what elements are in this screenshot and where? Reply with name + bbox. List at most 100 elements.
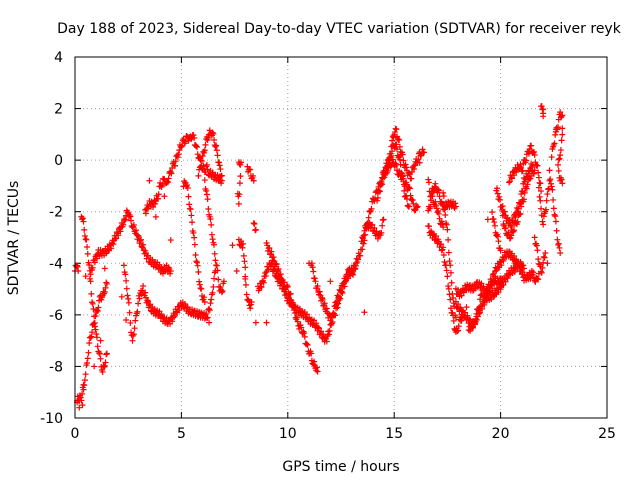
data-point (186, 201, 193, 208)
data-point (440, 189, 447, 196)
data-point (447, 305, 454, 312)
data-point (445, 249, 452, 256)
data-point (194, 144, 201, 151)
data-point (242, 264, 249, 271)
data-point (123, 317, 130, 324)
data-point (374, 197, 381, 204)
data-point (548, 154, 555, 161)
data-point (538, 269, 545, 276)
data-point (113, 235, 120, 242)
data-point (389, 156, 396, 163)
data-point (547, 176, 554, 183)
data-point (125, 295, 132, 302)
data-point (191, 241, 198, 248)
data-point (203, 315, 210, 322)
data-point (491, 222, 498, 229)
data-point (530, 269, 537, 276)
y-ticks: -10 -8 -6 -4 -2 0 2 4 (40, 50, 607, 427)
data-point (344, 273, 351, 280)
data-point (301, 329, 308, 336)
data-point (364, 219, 371, 226)
data-point (243, 291, 250, 298)
data-point (490, 216, 497, 223)
data-point (547, 180, 554, 187)
data-point (512, 214, 519, 221)
data-point (479, 305, 486, 312)
data-point (523, 157, 530, 164)
data-point (86, 340, 93, 347)
data-point (501, 208, 508, 215)
data-point (498, 262, 505, 269)
data-point (196, 278, 203, 285)
data-point (552, 218, 559, 225)
data-point (213, 262, 220, 269)
data-point (447, 269, 454, 276)
data-point (438, 247, 445, 254)
data-point (517, 210, 524, 217)
data-point (400, 157, 407, 164)
y-tick-label: -4 (49, 256, 63, 272)
data-point (316, 288, 323, 295)
x-tick-label: 0 (71, 426, 80, 442)
data-point (280, 283, 287, 290)
data-point (530, 148, 537, 155)
data-point (209, 236, 216, 243)
data-point (419, 146, 426, 153)
data-point (187, 206, 194, 213)
data-point (339, 289, 346, 296)
data-point (407, 192, 414, 199)
data-point (241, 258, 248, 265)
data-point (89, 329, 96, 336)
data-point (117, 228, 124, 235)
data-point (538, 268, 545, 275)
data-point (184, 182, 191, 189)
data-point (555, 167, 562, 174)
data-point (495, 238, 502, 245)
data-point (420, 149, 427, 156)
data-point (213, 147, 220, 154)
data-point (110, 241, 117, 248)
data-point (488, 278, 495, 285)
data-point (415, 156, 422, 163)
data-point (403, 164, 410, 171)
data-point (93, 334, 100, 341)
data-point (446, 258, 453, 265)
data-point (519, 188, 526, 195)
data-point (118, 293, 125, 300)
data-point (309, 264, 316, 271)
data-point (326, 327, 333, 334)
data-point (212, 143, 219, 150)
data-point (455, 301, 462, 308)
data-point (532, 278, 539, 285)
x-tick-label: 10 (279, 426, 297, 442)
data-point (477, 309, 484, 316)
data-point (269, 261, 276, 268)
data-point (535, 174, 542, 181)
data-point (544, 191, 551, 198)
data-point (404, 202, 411, 209)
data-point (78, 397, 85, 404)
data-point (134, 308, 141, 315)
data-point (81, 232, 88, 239)
data-point (320, 331, 327, 338)
data-point (402, 161, 409, 168)
data-point (219, 288, 226, 295)
data-point (188, 212, 195, 219)
data-point (103, 350, 110, 357)
data-point (218, 289, 225, 296)
data-point (210, 283, 217, 290)
data-point (369, 221, 376, 228)
data-point (158, 311, 165, 318)
data-point (497, 286, 504, 293)
data-point (534, 247, 541, 254)
data-point (271, 266, 278, 273)
data-point (200, 148, 207, 155)
data-point (191, 234, 198, 241)
data-point (97, 337, 104, 344)
data-point (476, 310, 483, 317)
data-point (516, 201, 523, 208)
data-point (441, 258, 448, 265)
data-point (559, 125, 566, 132)
data-point (440, 252, 447, 259)
data-point (469, 324, 476, 331)
